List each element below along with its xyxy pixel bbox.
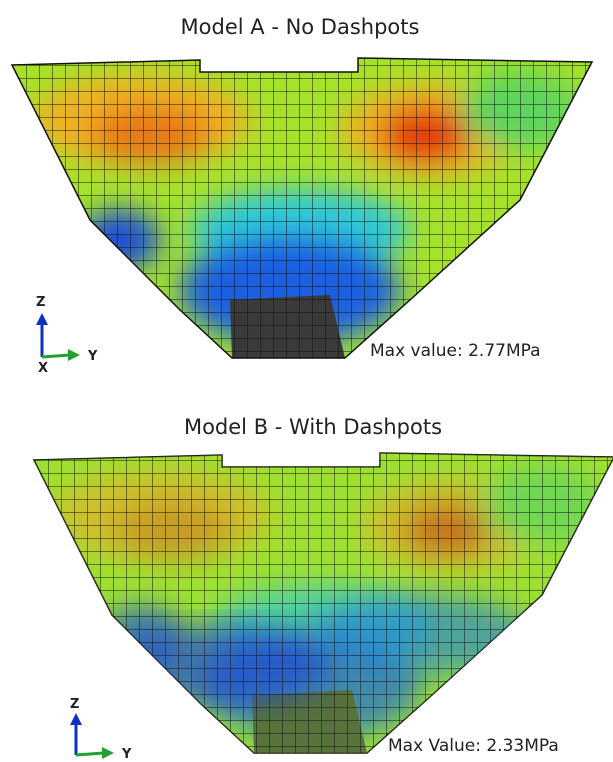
axis-triad: Z Y <box>70 697 132 762</box>
panel-title: Model A - No Dashpots <box>181 15 420 39</box>
z-label: Z <box>36 295 45 310</box>
contour-plot <box>0 50 613 370</box>
z-label: Z <box>70 697 79 712</box>
axis-triad: Z Y X <box>36 295 98 376</box>
y-arrow <box>41 353 71 359</box>
z-head <box>70 713 82 725</box>
z-head <box>36 313 48 325</box>
y-head <box>102 747 114 759</box>
panel-title: Model B - With Dashpots <box>184 415 442 439</box>
y-arrow <box>75 751 105 757</box>
y-label: Y <box>87 349 98 364</box>
contour-plot <box>22 445 613 762</box>
max-label: Max value: 2.77MPa <box>370 341 541 361</box>
max-label: Max Value: 2.33MPa <box>388 736 559 756</box>
y-label: Y <box>121 747 132 762</box>
x-label: X <box>38 361 48 376</box>
y-head <box>68 349 80 361</box>
